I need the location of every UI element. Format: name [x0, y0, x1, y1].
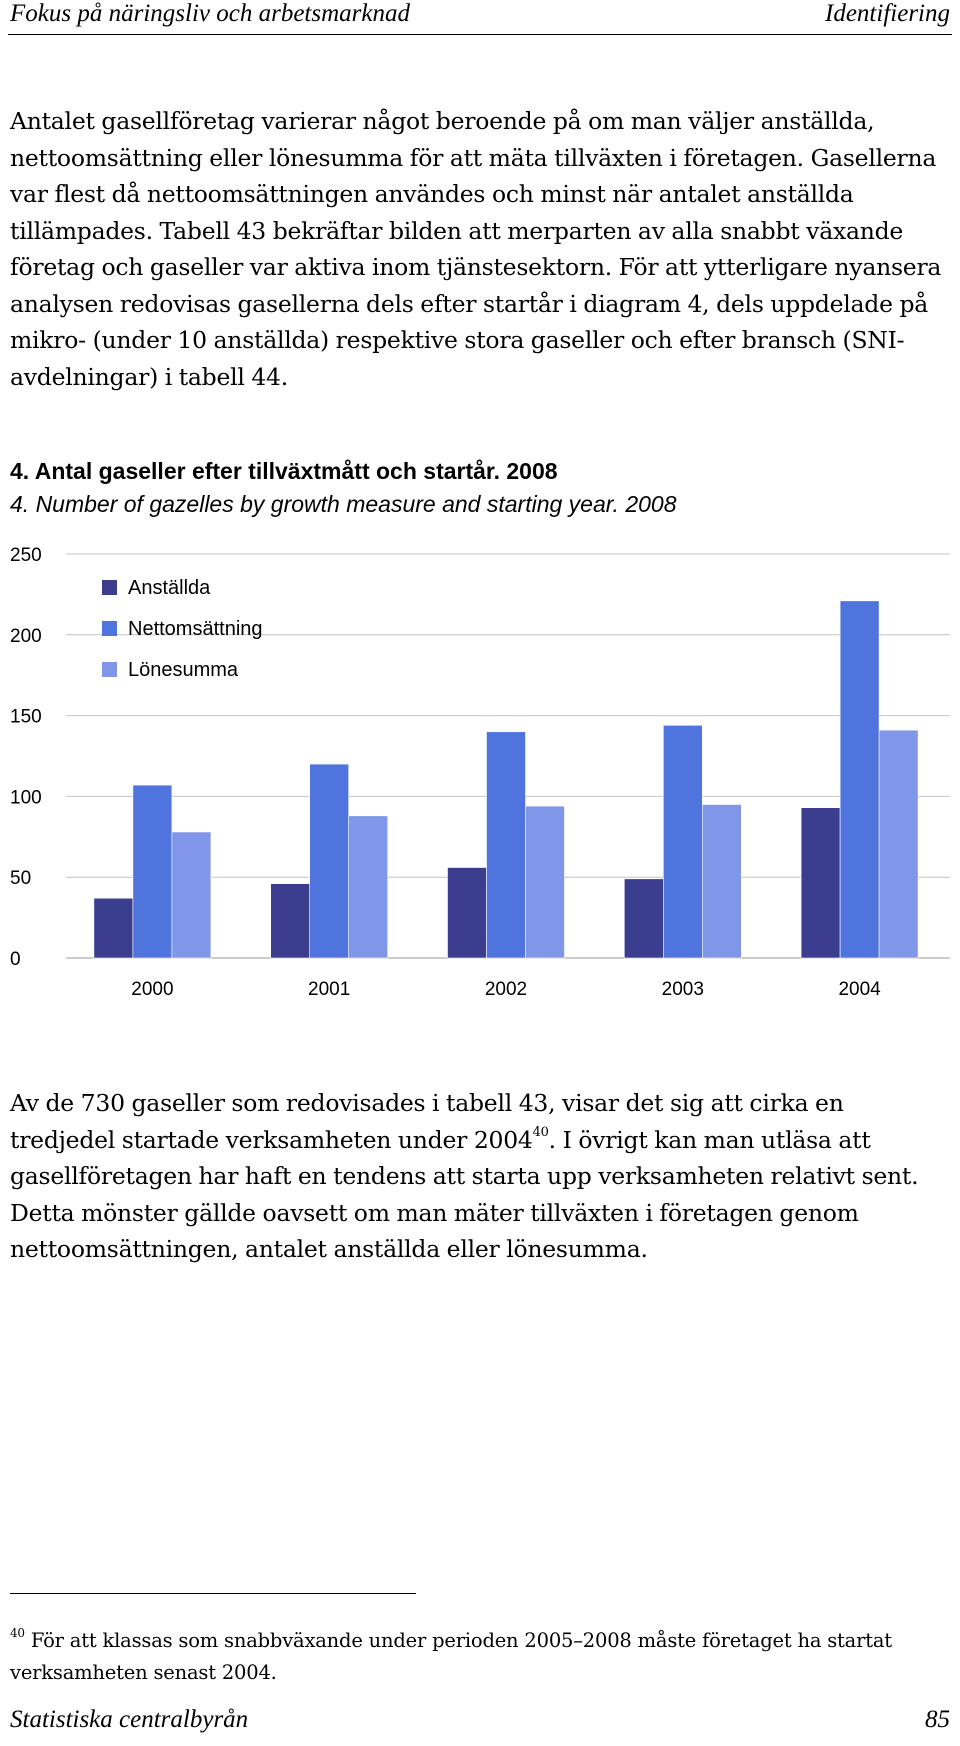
bar-chart: 0 50 100 150 200 250 2000 2001 2002 2003 2004 Anstä…	[10, 545, 950, 1000]
bar-anställda-2000	[93, 897, 134, 959]
bar-nettomsättning-2002	[486, 731, 526, 959]
bar-lönesumma-2003	[701, 804, 742, 959]
bar-nettomsättning-2000	[132, 784, 173, 959]
body-paragraph-1: Antalet gasellföretag varierar något ber…	[10, 107, 942, 391]
y-tick-label: 150	[10, 707, 42, 728]
legend-label: Lönesumma	[128, 659, 239, 681]
footer-publisher: Statistiska centralbyrån	[10, 1706, 249, 1733]
running-footer: Statistiska centralbyrån 85	[8, 1706, 952, 1738]
page-number: 85	[925, 1706, 950, 1733]
paragraph-text-end: . I övrigt kan man utläsa att gasellföre…	[10, 1125, 919, 1264]
header-section-title: Fokus på näringsliv och arbetsmarknad	[10, 0, 410, 27]
footnote: 40 För att klassas som snabbväxande unde…	[10, 1625, 950, 1689]
legend-swatch	[102, 662, 117, 677]
legend-swatch	[102, 580, 117, 595]
running-header: Fokus på näringsliv och arbetsmarknad Id…	[8, 0, 952, 35]
bar-lönesumma-2001	[348, 815, 389, 959]
x-tick-label: 2000	[131, 979, 173, 1000]
chart-subtitle: 4. Number of gazelles by growth measure …	[10, 491, 677, 517]
y-tick-label: 250	[10, 545, 42, 566]
x-tick-label: 2001	[308, 979, 350, 1000]
y-tick-label: 0	[10, 949, 21, 970]
footnote-marker: 40	[10, 1626, 25, 1640]
body-paragraph-2: Av de 730 gaseller som redovisades i tab…	[10, 1085, 950, 1268]
bar-nettomsättning-2003	[662, 724, 703, 959]
bar-lönesumma-2004	[878, 729, 919, 959]
paragraph-text-start: Av de 730 gaseller som redovisades i tab…	[10, 1089, 844, 1154]
x-tick-label: 2002	[485, 979, 527, 1000]
footnote-reference: 40	[532, 1124, 549, 1140]
bar-anställda-2003	[623, 878, 664, 959]
x-tick-label: 2003	[662, 979, 704, 1000]
bar-anställda-2002	[447, 867, 487, 959]
bar-nettomsättning-2001	[309, 763, 350, 959]
legend-label: Nettomsättning	[128, 618, 263, 640]
bar-lönesumma-2000	[171, 831, 212, 959]
footnote-text: För att klassas som snabbväxande under p…	[10, 1629, 892, 1684]
chart-title: 4. Antal gaseller efter tillväxtmått och…	[10, 458, 558, 484]
bar-nettomsättning-2004	[839, 600, 880, 959]
x-tick-label: 2004	[838, 979, 881, 1000]
y-tick-label: 50	[10, 868, 31, 889]
bar-anställda-2004	[800, 807, 841, 959]
bar-anställda-2001	[270, 883, 311, 959]
bar-lönesumma-2002	[525, 805, 565, 959]
footnote-divider	[10, 1593, 416, 1594]
y-tick-label: 200	[10, 626, 42, 647]
legend-label: Anställda	[128, 577, 211, 599]
legend-swatch	[102, 621, 117, 636]
header-chapter-title: Identifiering	[825, 0, 950, 27]
y-tick-label: 100	[10, 787, 42, 808]
